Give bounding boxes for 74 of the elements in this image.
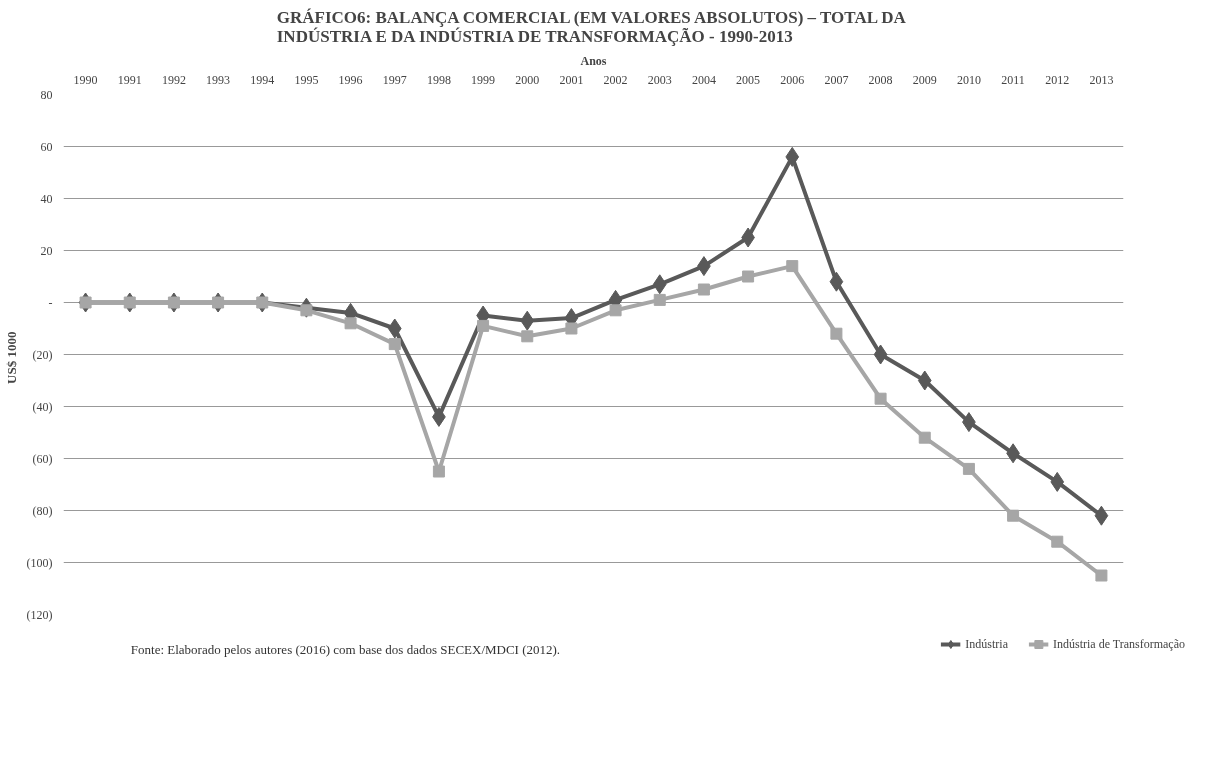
y-tick-label: (60)	[32, 451, 53, 466]
point	[79, 296, 92, 309]
point	[918, 431, 931, 444]
x-tick-label: 2000	[515, 72, 540, 87]
x-tick-label: 1992	[161, 72, 186, 87]
x-tick-label: 1997	[382, 72, 407, 87]
x-tick-label: 2004	[691, 72, 716, 87]
x-tick-label: 1994	[250, 72, 275, 87]
x-tick-label: 2008	[868, 72, 893, 87]
point	[300, 304, 313, 317]
chart-title: GRÁFICO6: BALANÇA COMERCIAL (EM VALORES ABSOLUTOS) – TOTAL DA INDÚSTRIA E DA INDÚSTRIA DE TRANSFORMAÇÃO - 1990-2013	[276, 7, 907, 46]
point	[477, 319, 490, 332]
x-tick-label: 2002	[603, 72, 628, 87]
y-tick-label: (20)	[32, 347, 53, 362]
point	[123, 296, 136, 309]
point	[388, 338, 401, 351]
x-tick-label: 2001	[559, 72, 584, 87]
y-tick-label: 80	[40, 87, 53, 102]
point	[609, 304, 622, 317]
x-tick-label: 2012	[1045, 72, 1070, 87]
point	[167, 296, 180, 309]
y-tick-label: (120)	[26, 607, 53, 622]
x-tick-label: 2011	[1001, 72, 1025, 87]
point	[652, 274, 667, 295]
point	[830, 327, 843, 340]
x-tick-label: 1990	[73, 72, 98, 87]
x-tick-label: 2007	[824, 72, 849, 87]
point	[1051, 535, 1064, 548]
point	[962, 462, 975, 475]
legend-label: Indústria de Transformação	[1053, 636, 1185, 652]
x-tick-label: 1995	[294, 72, 319, 87]
point	[1050, 471, 1065, 492]
y-tick-label: (80)	[32, 503, 53, 518]
point	[344, 317, 357, 330]
x-tick-label: 1996	[338, 72, 363, 87]
point	[1095, 569, 1108, 582]
y-tick-label: -	[48, 295, 53, 310]
y-tick-label: (40)	[32, 399, 53, 414]
y-tick-label: 40	[40, 191, 53, 206]
point	[387, 318, 402, 339]
legend-label: Indústria	[965, 636, 1009, 652]
x-tick-label: 1999	[471, 72, 496, 87]
y-axis-title: US$ 1000	[3, 331, 19, 384]
x-tick-label: 2010	[956, 72, 981, 87]
point	[432, 465, 445, 478]
point	[520, 310, 535, 331]
point	[521, 330, 534, 343]
point	[1007, 509, 1020, 522]
point	[786, 260, 799, 273]
x-tick-label: 2013	[1089, 72, 1114, 87]
point	[873, 344, 888, 365]
point	[1094, 505, 1109, 526]
x-tick-label: 1991	[117, 72, 142, 87]
point	[829, 271, 844, 292]
point	[917, 370, 932, 391]
x-tick-label: 1993	[206, 72, 231, 87]
y-tick-label: (100)	[26, 555, 53, 570]
point	[874, 392, 887, 405]
y-tick-label: 60	[40, 139, 53, 154]
source-note: Fonte: Elaborado pelos autores (2016) com base dos dados SECEX/MDCI (2012).	[130, 641, 561, 657]
point	[697, 283, 710, 296]
x-tick-label: 2009	[912, 72, 937, 87]
point	[785, 146, 800, 167]
point	[256, 296, 269, 309]
x-tick-label: 1998	[426, 72, 451, 87]
x-tick-label: 2006	[780, 72, 805, 87]
point	[742, 270, 755, 283]
point	[653, 293, 666, 306]
x-axis-title: Anos	[580, 53, 607, 68]
x-tick-label: 2003	[647, 72, 672, 87]
point	[212, 296, 225, 309]
point	[565, 322, 578, 335]
y-tick-label: 20	[40, 243, 53, 258]
x-tick-label: 2005	[736, 72, 761, 87]
